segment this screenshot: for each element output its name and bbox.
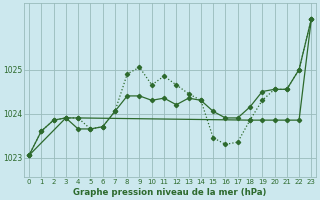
X-axis label: Graphe pression niveau de la mer (hPa): Graphe pression niveau de la mer (hPa) <box>74 188 267 197</box>
